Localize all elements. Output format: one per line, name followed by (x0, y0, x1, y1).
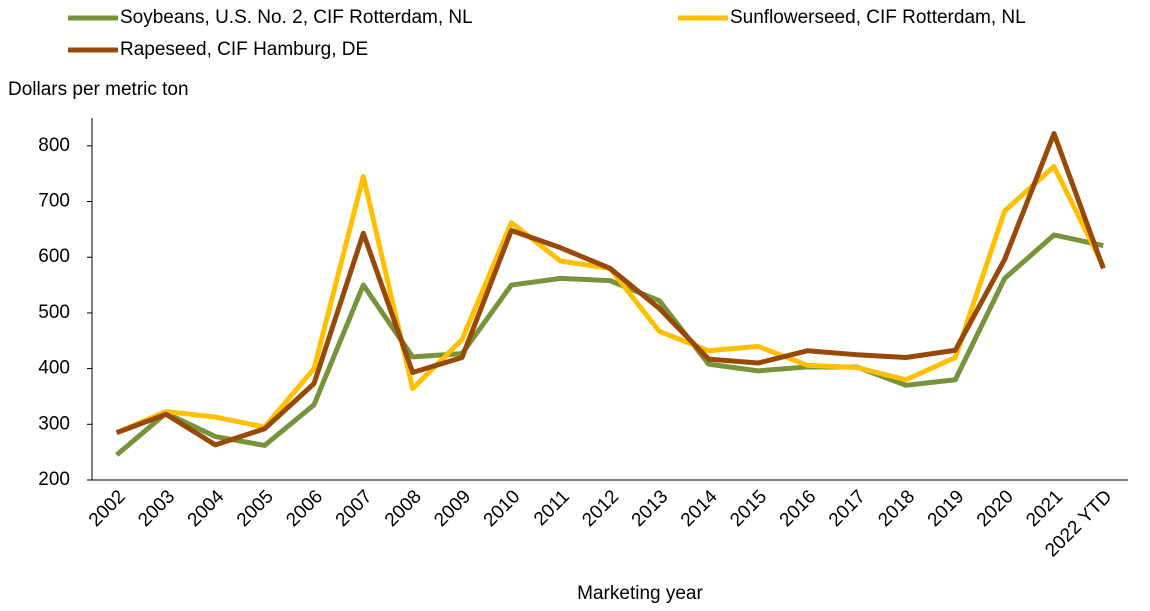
y-tick-label: 800 (38, 135, 70, 156)
x-tick-label: 2019 (924, 486, 969, 531)
x-tick-label: 2012 (578, 486, 623, 531)
x-tick-label: 2007 (332, 486, 377, 531)
series-line (115, 163, 1106, 435)
y-tick-label: 600 (38, 246, 70, 267)
y-tick-label: 200 (38, 469, 70, 490)
legend-label: Sunflowerseed, CIF Rotterdam, NL (730, 7, 1026, 28)
x-tick-label: 2010 (480, 486, 525, 531)
y-tick-label: 400 (38, 358, 70, 379)
x-axis-label: Marketing year (577, 583, 703, 604)
x-tick-label: 2015 (726, 486, 771, 531)
x-tick-label: 2004 (184, 486, 229, 531)
y-axis-label: Dollars per metric ton (8, 79, 189, 100)
series-line (115, 232, 1104, 457)
legend-label: Soybeans, U.S. No. 2, CIF Rotterdam, NL (120, 7, 473, 28)
x-tick-label: 2002 (85, 486, 130, 531)
x-tick-label: 2014 (677, 486, 722, 531)
legend-label: Rapeseed, CIF Hamburg, DE (120, 39, 368, 60)
x-tick-label: 2009 (430, 486, 475, 531)
x-tick-label: 2006 (282, 486, 327, 531)
x-tick-label: 2018 (874, 486, 919, 531)
x-tick-label: 2008 (381, 486, 426, 531)
x-tick-label: 2005 (233, 486, 278, 531)
x-tick-label: 2013 (628, 486, 673, 531)
x-tick-label: 2021 (1022, 486, 1067, 531)
y-tick-label: 500 (38, 302, 70, 323)
y-tick-label: 300 (38, 413, 70, 434)
series-line (115, 131, 1106, 448)
x-tick-label: 2011 (530, 486, 574, 530)
x-tick-label: 2017 (825, 486, 870, 531)
x-tick-label: 2003 (134, 486, 179, 531)
y-tick-label: 700 (38, 191, 70, 212)
x-tick-label: 2016 (776, 486, 821, 531)
x-tick-label: 2020 (973, 486, 1018, 531)
